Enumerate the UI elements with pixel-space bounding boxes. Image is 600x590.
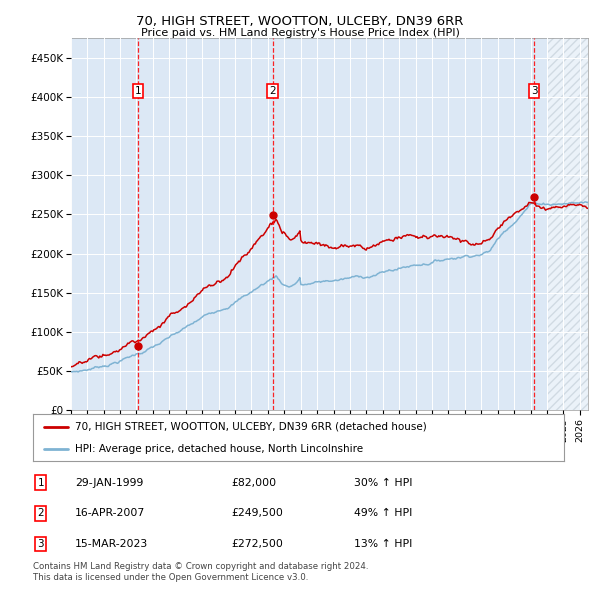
Text: 15-MAR-2023: 15-MAR-2023 (75, 539, 148, 549)
Text: 13% ↑ HPI: 13% ↑ HPI (354, 539, 412, 549)
Text: £82,000: £82,000 (231, 478, 276, 487)
Text: 2: 2 (269, 86, 276, 96)
Text: 30% ↑ HPI: 30% ↑ HPI (354, 478, 413, 487)
Text: HPI: Average price, detached house, North Lincolnshire: HPI: Average price, detached house, Nort… (76, 444, 364, 454)
Text: 1: 1 (37, 478, 44, 487)
Text: £249,500: £249,500 (231, 509, 283, 518)
Text: 16-APR-2007: 16-APR-2007 (75, 509, 145, 518)
Text: 29-JAN-1999: 29-JAN-1999 (75, 478, 143, 487)
Text: Price paid vs. HM Land Registry's House Price Index (HPI): Price paid vs. HM Land Registry's House … (140, 28, 460, 38)
Text: 70, HIGH STREET, WOOTTON, ULCEBY, DN39 6RR: 70, HIGH STREET, WOOTTON, ULCEBY, DN39 6… (136, 15, 464, 28)
Text: 1: 1 (134, 86, 141, 96)
Bar (547, 38, 588, 410)
Text: 3: 3 (37, 539, 44, 549)
Text: 49% ↑ HPI: 49% ↑ HPI (354, 509, 412, 518)
Text: £272,500: £272,500 (231, 539, 283, 549)
Text: Contains HM Land Registry data © Crown copyright and database right 2024.
This d: Contains HM Land Registry data © Crown c… (33, 562, 368, 582)
Text: 2: 2 (37, 509, 44, 518)
Text: 70, HIGH STREET, WOOTTON, ULCEBY, DN39 6RR (detached house): 70, HIGH STREET, WOOTTON, ULCEBY, DN39 6… (76, 422, 427, 432)
Text: 3: 3 (530, 86, 537, 96)
